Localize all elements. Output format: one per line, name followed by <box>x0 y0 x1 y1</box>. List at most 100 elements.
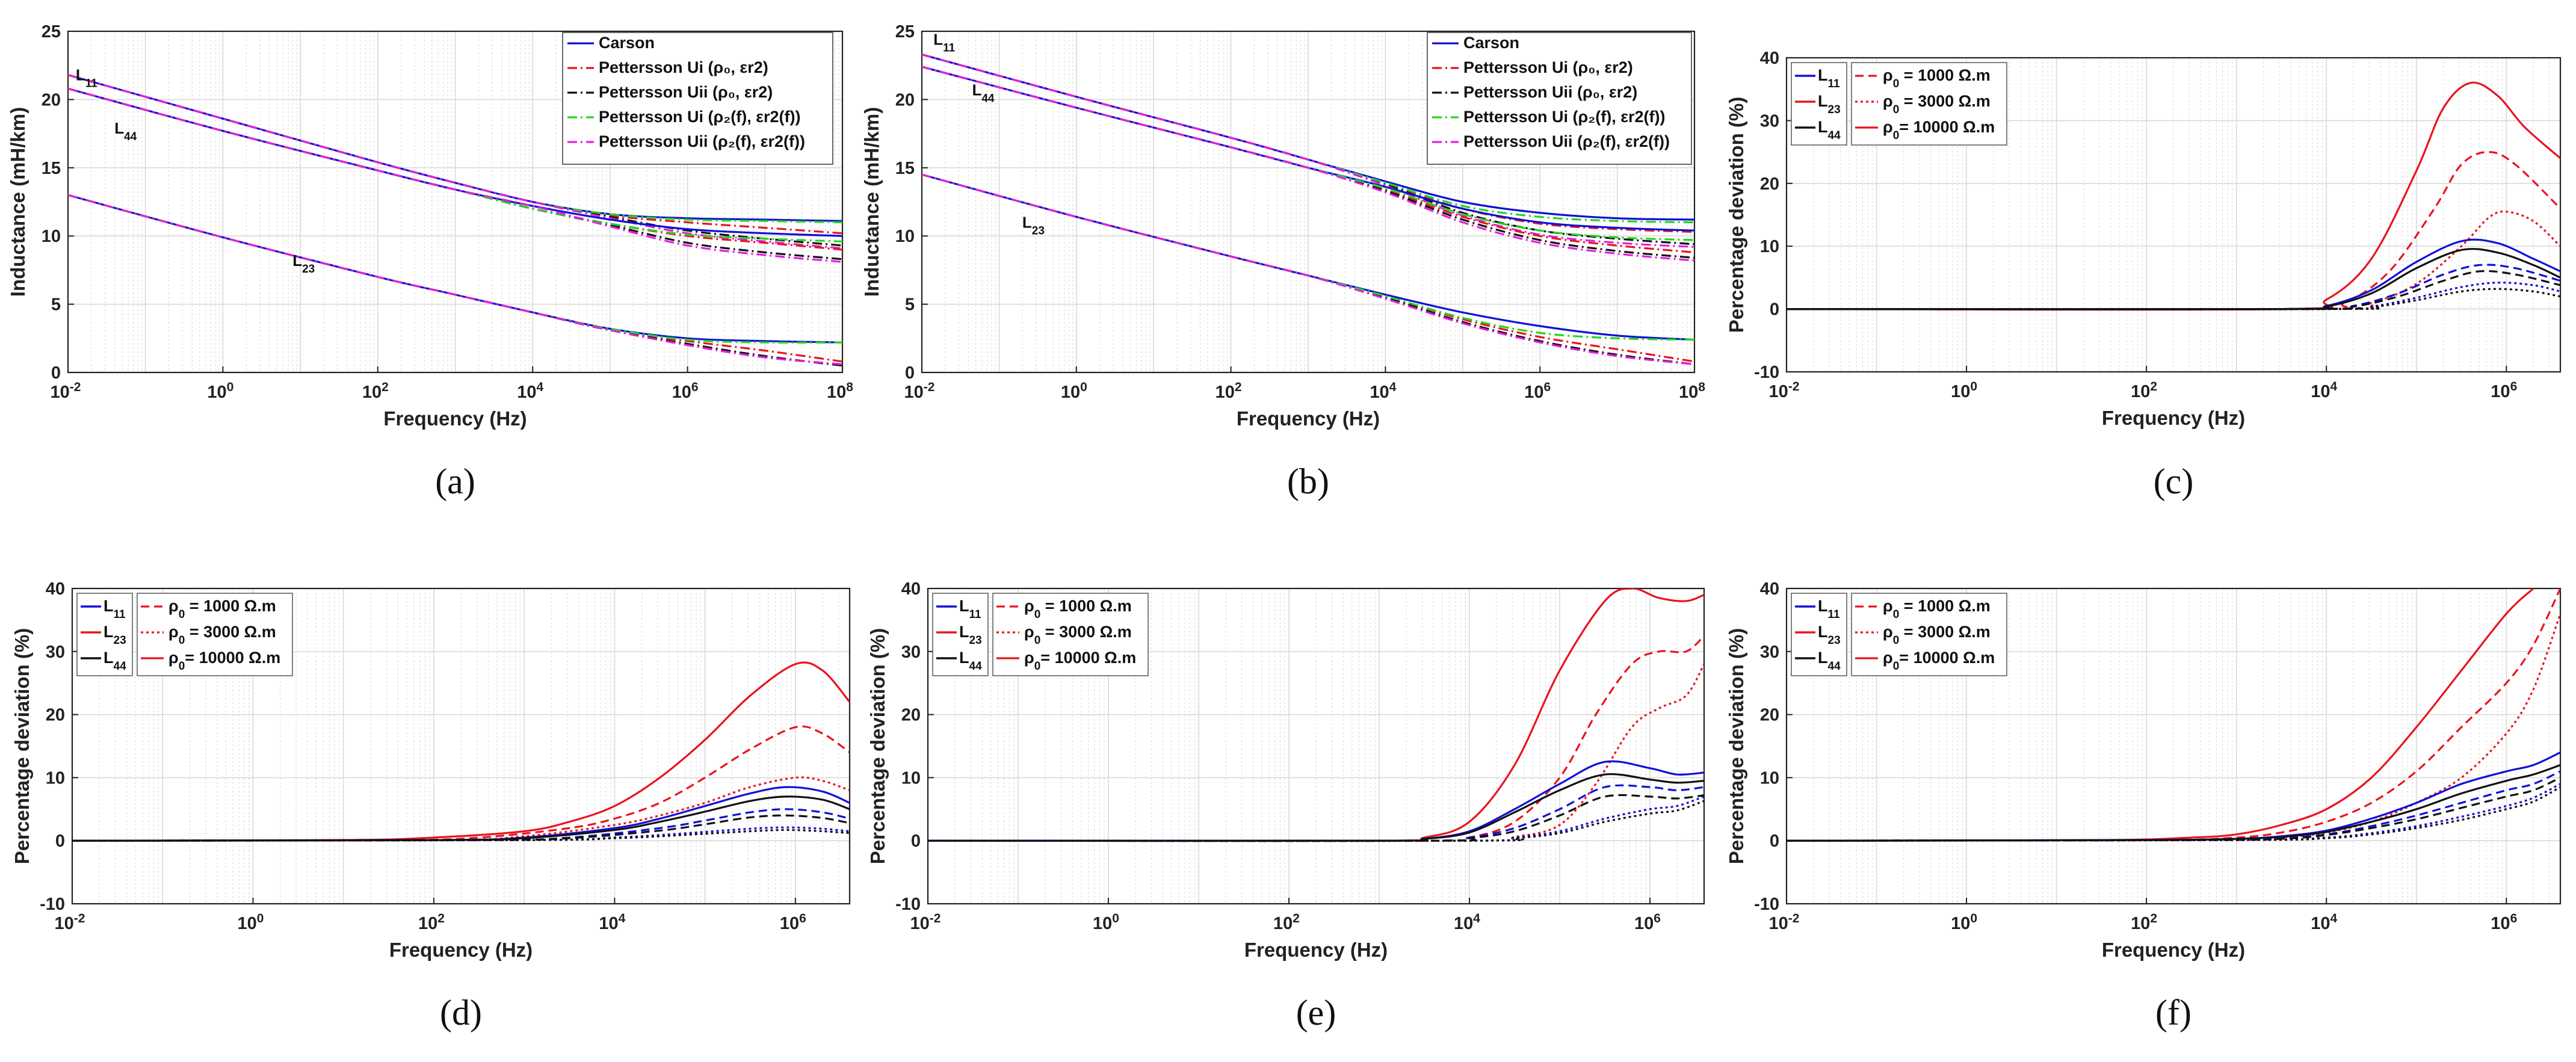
axes-box-a <box>67 30 844 374</box>
legend-entry: Pettersson Uii (ρ₂(f), εr2(f)) <box>1463 132 1670 150</box>
x-tick-label: 10-2 <box>904 380 935 403</box>
y-tick-label: 10 <box>46 768 65 788</box>
panel-caption: (c) <box>2154 462 2194 501</box>
series-line <box>1787 270 2560 310</box>
x-tick-label: 108 <box>827 380 853 403</box>
series-line <box>72 814 850 842</box>
x-tick-label: 102 <box>2131 912 2157 934</box>
series-line <box>928 794 1704 842</box>
y-axis-label: Percentage deviation (%) <box>1725 628 1747 864</box>
y-axis-label: Percentage deviation (%) <box>866 628 889 864</box>
y-tick-label: 20 <box>901 706 921 725</box>
series-line <box>1787 210 2560 310</box>
legend-b: Carson Pettersson Ui (ρ₀, εr2) Pettersson … <box>1427 32 1692 165</box>
line-annotation: L11 <box>76 66 97 90</box>
chart-panel-c: 10-2 100 102 104 106 -10 0 10 20 30 40 Frequency (H… <box>1725 49 2562 501</box>
y-axis-label: Inductance (mH/km) <box>860 107 883 297</box>
legend-entry: Carson <box>1463 34 1519 52</box>
x-tick-label: 106 <box>1634 912 1661 934</box>
x-tick-label: 104 <box>1454 912 1480 934</box>
x-tick-label: 100 <box>1093 912 1119 934</box>
x-tick-label: 106 <box>2491 912 2517 934</box>
series-line <box>1787 150 2560 310</box>
chart-panel-a: 10-2 100 102 104 106 108 0 5 10 15 20 25 Frequency (… <box>7 22 853 501</box>
y-tick-label: 5 <box>51 295 61 315</box>
axes-box-d <box>71 587 851 905</box>
series-line <box>922 66 1694 262</box>
line-annotation: L23 <box>1022 214 1045 238</box>
legend-entry: Pettersson Ui (ρ₀, εr2) <box>599 58 768 76</box>
series-line <box>72 795 850 842</box>
series-line <box>1787 288 2560 310</box>
x-tick-label: 100 <box>237 912 264 934</box>
y-tick-label: 20 <box>1760 174 1779 194</box>
y-tick-label: 25 <box>42 22 61 42</box>
y-tick-label: -10 <box>1754 895 1779 914</box>
chart-panel-d: 10-2 100 102 104 106 -10 0 10 20 30 40 Frequency (H… <box>11 579 851 1033</box>
x-tick-label: 100 <box>1061 380 1087 403</box>
legend-a: Carson Pettersson Ui (ρ₀, εr2) Pettersson … <box>562 32 833 165</box>
line-annotation: L11 <box>933 31 955 55</box>
x-tick-label: 102 <box>1215 380 1242 403</box>
x-axis-label: Frequency (Hz) <box>383 407 527 430</box>
axes-box-b <box>921 30 1696 374</box>
y-tick-label: 20 <box>46 706 65 725</box>
panel-caption: (a) <box>435 462 475 501</box>
legend-entry: Pettersson Ui (ρ₀, εr2) <box>1463 58 1633 76</box>
y-tick-label: 0 <box>1770 300 1779 320</box>
x-tick-label: 108 <box>1679 380 1705 403</box>
panel-caption: (b) <box>1287 462 1329 501</box>
y-tick-label: 0 <box>1770 832 1779 851</box>
y-tick-label: 20 <box>42 90 61 110</box>
series-line <box>928 800 1704 842</box>
x-tick-label: 102 <box>2131 380 2157 402</box>
legend-entry: Carson <box>599 34 655 52</box>
y-tick-label: 10 <box>1760 237 1779 256</box>
legend-entry: Pettersson Uii (ρ₂(f), εr2(f)) <box>599 132 805 150</box>
line-annotation: L44 <box>114 119 137 143</box>
x-tick-label: 10-2 <box>51 380 81 403</box>
series-line <box>68 87 842 263</box>
x-axis-label: Frequency (Hz) <box>2102 939 2245 961</box>
y-tick-label: 20 <box>1760 706 1779 725</box>
x-tick-label: 100 <box>207 380 233 403</box>
y-tick-label: 0 <box>911 832 921 851</box>
x-tick-label: 10-2 <box>910 912 941 934</box>
axes-box-c <box>1785 57 2562 373</box>
y-axis-label: Inductance (mH/km) <box>7 107 29 297</box>
x-tick-label: 104 <box>1370 380 1396 403</box>
y-tick-label: 0 <box>905 363 915 383</box>
y-tick-label: 10 <box>895 227 915 246</box>
grid-f <box>1786 588 2560 904</box>
y-axis-label: Percentage deviation (%) <box>1725 97 1747 333</box>
x-axis-label: Frequency (Hz) <box>2102 407 2245 429</box>
y-tick-label: 10 <box>42 227 61 246</box>
axes-box-f <box>1785 587 2562 905</box>
y-tick-label: 15 <box>895 159 915 178</box>
y-tick-label: -10 <box>1754 363 1779 382</box>
chart-panel-e: 10-2 100 102 104 106 -10 0 10 20 30 40 Frequency (H… <box>866 579 1705 1033</box>
y-tick-label: 25 <box>895 22 915 42</box>
y-tick-label: 0 <box>55 832 65 851</box>
x-tick-label: 10-2 <box>1769 912 1800 934</box>
x-tick-label: 106 <box>672 380 699 403</box>
series-line <box>68 194 842 365</box>
panel-caption: (f) <box>2155 993 2191 1033</box>
line-annotation: L23 <box>292 252 315 276</box>
series-line <box>1787 588 2560 842</box>
series-line <box>922 54 1694 248</box>
x-tick-label: 104 <box>599 912 625 934</box>
x-tick-label: 100 <box>1951 380 1977 402</box>
y-tick-label: 30 <box>1760 643 1779 662</box>
x-tick-label: 104 <box>2311 380 2337 402</box>
legend-entry: Pettersson Ui (ρ₂(f), εr2(f)) <box>1463 108 1666 126</box>
y-tick-label: 40 <box>1760 49 1779 68</box>
y-tick-label: -10 <box>895 895 921 914</box>
panel-caption: (d) <box>440 993 482 1033</box>
x-axis-label: Frequency (Hz) <box>1244 939 1388 961</box>
series-line <box>72 661 850 842</box>
